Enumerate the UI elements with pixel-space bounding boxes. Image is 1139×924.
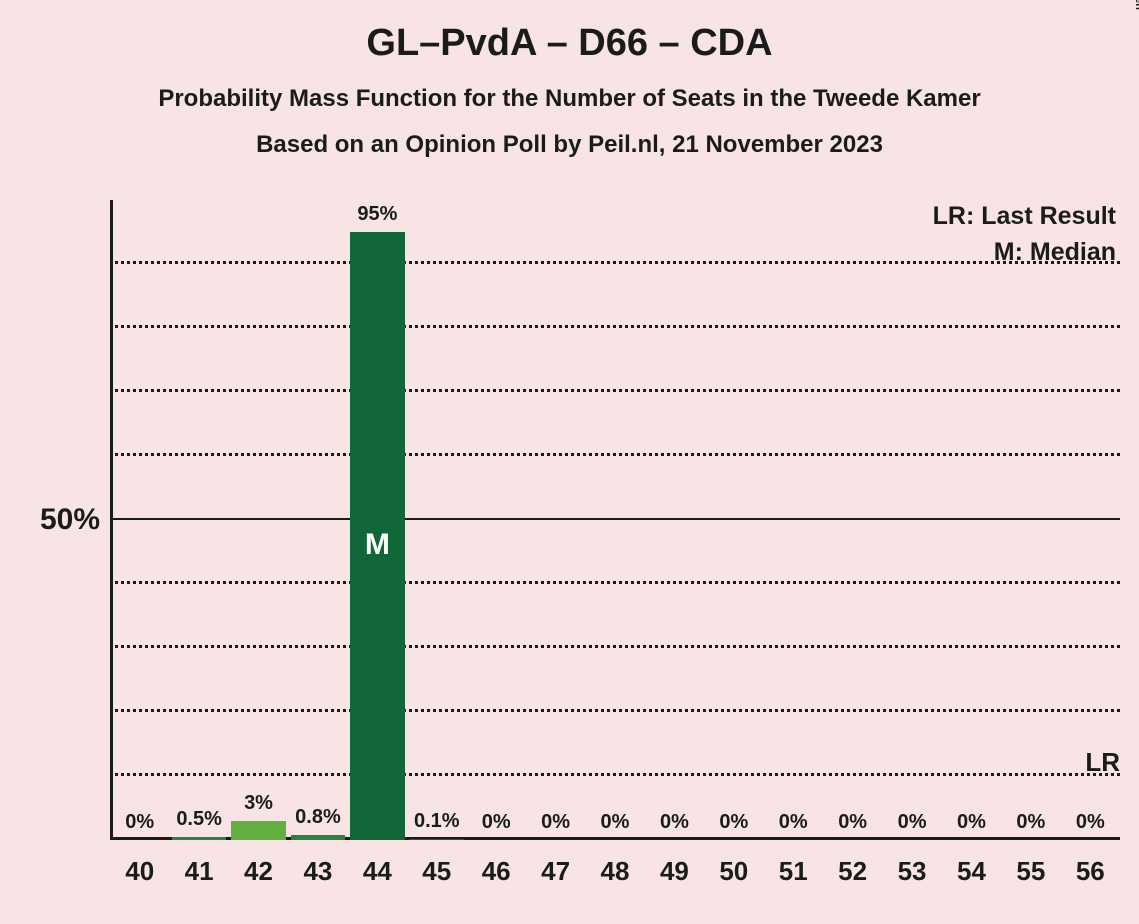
gridline-minor	[110, 325, 1120, 328]
bar-value-label: 0%	[898, 811, 927, 834]
copyright-text: © 2023 Filip van Laenen	[1133, 0, 1139, 10]
gridline-minor	[110, 773, 1120, 776]
gridline-minor	[110, 389, 1120, 392]
bar-value-label: 0%	[660, 811, 689, 834]
bar	[291, 835, 346, 840]
x-tick-label: 48	[601, 856, 630, 887]
x-tick-label: 54	[957, 856, 986, 887]
bar-value-label: 3%	[244, 792, 273, 815]
x-tick-label: 40	[125, 856, 154, 887]
x-tick-label: 42	[244, 856, 273, 887]
bar-value-label: 0%	[1076, 811, 1105, 834]
gridline-minor	[110, 261, 1120, 264]
gridline-minor	[110, 581, 1120, 584]
bar-value-label: 0%	[838, 811, 867, 834]
last-result-mark: LR	[1085, 747, 1120, 778]
x-tick-label: 51	[779, 856, 808, 887]
x-tick-label: 41	[185, 856, 214, 887]
x-tick-label: 49	[660, 856, 689, 887]
gridline-minor	[110, 709, 1120, 712]
x-tick-label: 45	[422, 856, 451, 887]
bar-value-label: 0%	[541, 811, 570, 834]
x-tick-label: 56	[1076, 856, 1105, 887]
bar-value-label: 0%	[957, 811, 986, 834]
gridline-minor	[110, 645, 1120, 648]
gridline-minor	[110, 453, 1120, 456]
bar	[231, 821, 286, 840]
y-axis	[110, 200, 113, 840]
x-tick-label: 44	[363, 856, 392, 887]
y-axis-label: 50%	[18, 503, 100, 537]
legend-last-result: LR: Last Result	[933, 202, 1116, 231]
chart-subtitle-2: Based on an Opinion Poll by Peil.nl, 21 …	[0, 113, 1139, 159]
median-mark: M	[365, 528, 390, 562]
x-tick-label: 50	[719, 856, 748, 887]
plot-area: 0%400.5%413%420.8%4395%44M0.1%450%460%47…	[110, 200, 1120, 840]
bar-value-label: 0%	[719, 811, 748, 834]
bar-value-label: 0.1%	[414, 810, 460, 833]
x-tick-label: 52	[838, 856, 867, 887]
x-tick-label: 55	[1016, 856, 1045, 887]
bar-value-label: 0%	[601, 811, 630, 834]
x-tick-label: 46	[482, 856, 511, 887]
bar-value-label: 0.5%	[176, 808, 222, 831]
bar	[172, 837, 227, 840]
titles: GL–PvdA – D66 – CDA Probability Mass Fun…	[0, 0, 1139, 159]
bar-value-label: 0.8%	[295, 806, 341, 829]
bar-value-label: 0%	[779, 811, 808, 834]
gridline-major	[110, 518, 1120, 520]
x-tick-label: 43	[303, 856, 332, 887]
bar	[409, 839, 464, 840]
chart: 0% 40 0.5% 41 3% 42 0.8% 43 95% 44 M 0.1% 45 0% 46 0% 47…	[0, 200, 1139, 900]
bar-value-label: 0%	[125, 811, 154, 834]
x-tick-label: 53	[898, 856, 927, 887]
x-tick-label: 47	[541, 856, 570, 887]
chart-subtitle-1: Probability Mass Function for the Number…	[0, 65, 1139, 113]
bar-value-label: 0%	[482, 811, 511, 834]
chart-title: GL–PvdA – D66 – CDA	[0, 0, 1139, 65]
bar-value-label: 0%	[1016, 811, 1045, 834]
legend-median: M: Median	[994, 238, 1116, 267]
page: © 2023 Filip van Laenen GL–PvdA – D66 – …	[0, 0, 1139, 924]
bar-value-label: 95%	[357, 203, 397, 226]
